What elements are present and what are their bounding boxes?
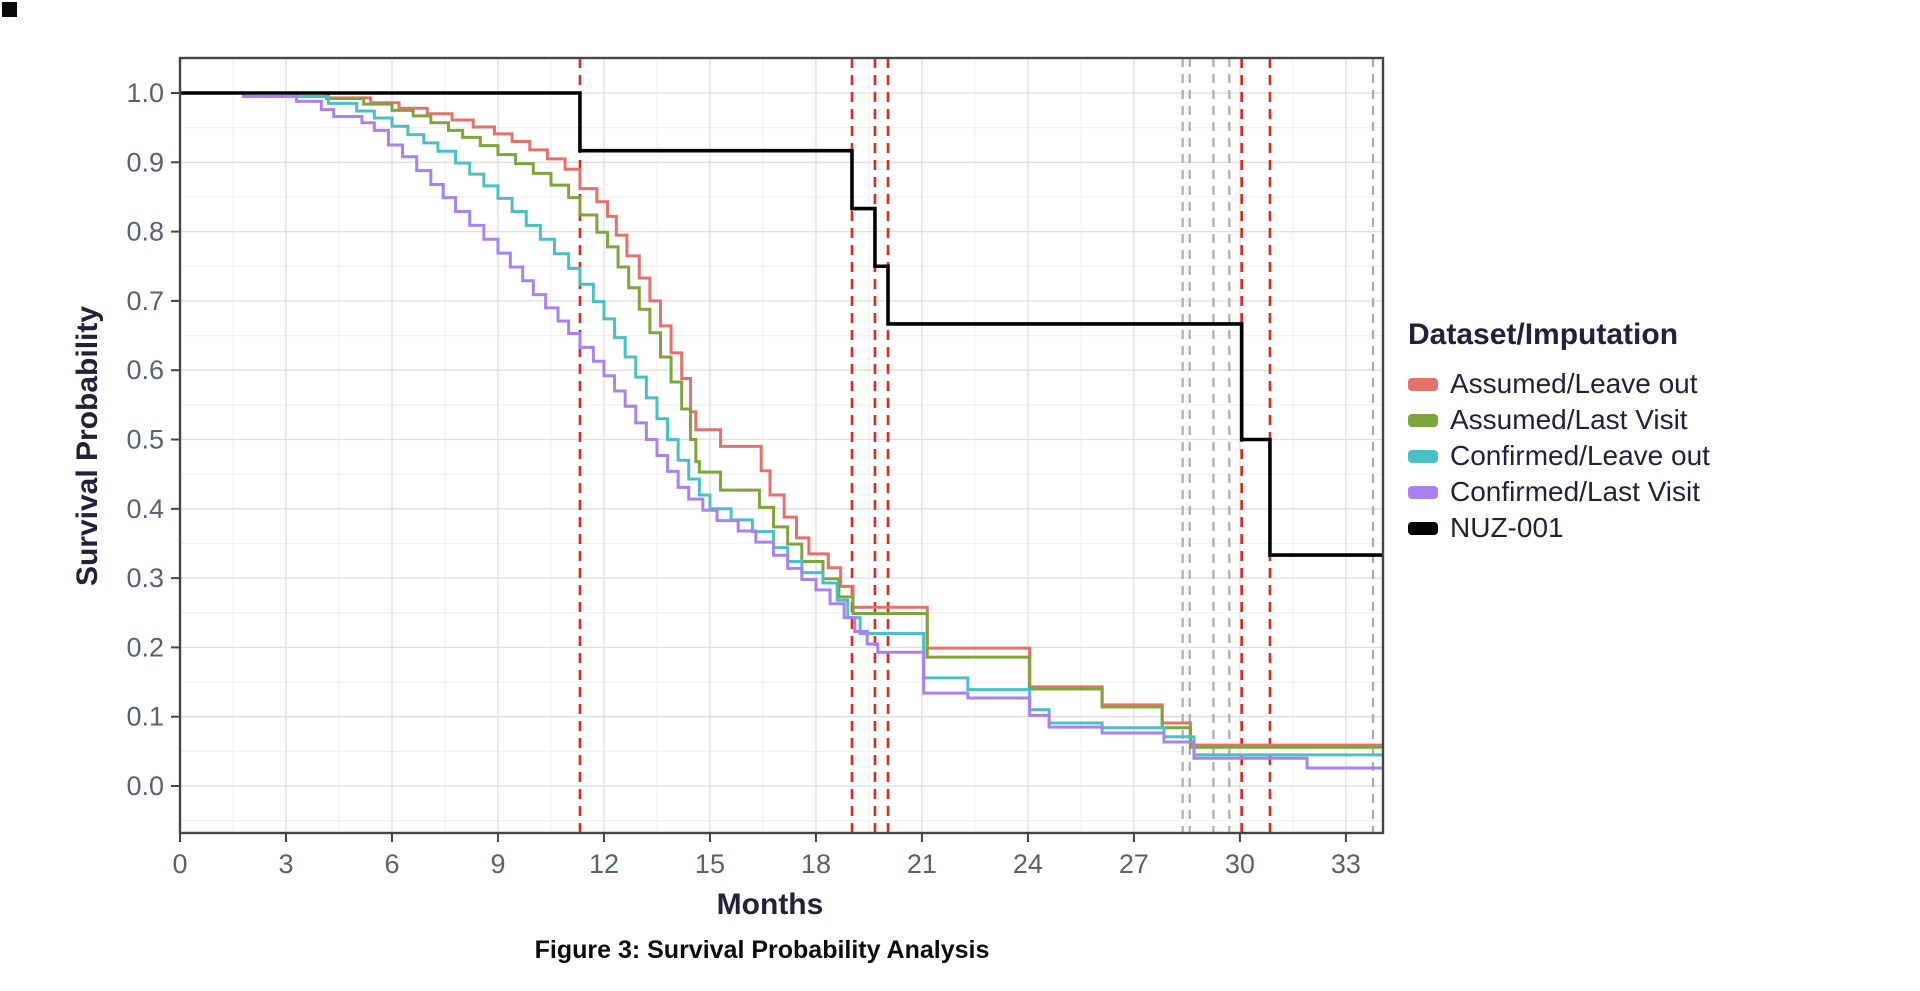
y-tick-label: 0.7 bbox=[126, 286, 164, 316]
x-tick-label: 33 bbox=[1331, 849, 1361, 879]
y-tick-label: 0.3 bbox=[126, 563, 164, 593]
y-tick-label: 0.2 bbox=[126, 632, 164, 662]
legend-entry-label: Confirmed/Last Visit bbox=[1450, 476, 1701, 507]
y-tick-label: 0.0 bbox=[126, 771, 164, 801]
x-tick-label: 21 bbox=[907, 849, 937, 879]
legend-entry: Confirmed/Leave out bbox=[1408, 438, 1710, 474]
x-tick-label: 30 bbox=[1225, 849, 1255, 879]
legend: Dataset/Imputation Assumed/Leave out Assu… bbox=[1408, 318, 1710, 546]
legend-swatch-icon bbox=[1408, 413, 1438, 427]
series-line-assumed-leave-out bbox=[180, 91, 1383, 747]
legend-entry: Confirmed/Last Visit bbox=[1408, 474, 1710, 510]
y-tick-label: 0.6 bbox=[126, 355, 164, 385]
y-tick-label: 0.9 bbox=[126, 147, 164, 177]
series-line-confirmed-leave-out bbox=[180, 91, 1383, 757]
legend-swatch-icon bbox=[1408, 377, 1438, 391]
series-line-confirmed-last-visit bbox=[180, 91, 1383, 770]
series-line-assumed-last-visit bbox=[180, 91, 1383, 749]
legend-entry-label: NUZ-001 bbox=[1450, 512, 1564, 543]
legend-swatch-icon bbox=[1408, 485, 1438, 499]
x-tick-label: 6 bbox=[384, 849, 399, 879]
legend-entry: Assumed/Leave out bbox=[1408, 366, 1710, 402]
legend-swatch-icon bbox=[1408, 521, 1438, 535]
x-tick-label: 24 bbox=[1013, 849, 1043, 879]
y-tick-label: 0.8 bbox=[126, 217, 164, 247]
x-tick-label: 12 bbox=[589, 849, 619, 879]
x-tick-label: 15 bbox=[695, 849, 725, 879]
screen-corner-artifact bbox=[2, 2, 17, 17]
legend-entry-label: Assumed/Last Visit bbox=[1450, 404, 1688, 435]
legend-entry: NUZ-001 bbox=[1408, 510, 1710, 546]
x-axis-title: Months bbox=[716, 888, 824, 921]
panel-border bbox=[178, 56, 1385, 835]
series-line-nuz-001 bbox=[180, 91, 1383, 557]
legend-title: Dataset/Imputation bbox=[1408, 318, 1679, 351]
legend-swatch-icon bbox=[1408, 449, 1438, 463]
x-tick-label: 18 bbox=[801, 849, 831, 879]
x-tick-label: 27 bbox=[1119, 849, 1149, 879]
y-tick-label: 0.1 bbox=[126, 702, 164, 732]
legend-entry: Assumed/Last Visit bbox=[1408, 402, 1710, 438]
legend-items: Assumed/Leave out Assumed/Last Visit Confi… bbox=[1408, 366, 1710, 546]
legend-entry-label: Assumed/Leave out bbox=[1450, 368, 1698, 399]
y-tick-label: 0.5 bbox=[126, 425, 164, 455]
x-tick-label: 0 bbox=[172, 849, 187, 879]
y-axis-title: Survival Probability bbox=[71, 305, 104, 587]
figure-caption: Figure 3: Survival Probability Analysis bbox=[534, 936, 990, 964]
y-tick-label: 0.4 bbox=[126, 494, 164, 524]
legend-entry-label: Confirmed/Leave out bbox=[1450, 440, 1710, 471]
y-tick-label: 1.0 bbox=[126, 78, 164, 108]
x-tick-label: 9 bbox=[490, 849, 505, 879]
x-tick-label: 3 bbox=[278, 849, 293, 879]
